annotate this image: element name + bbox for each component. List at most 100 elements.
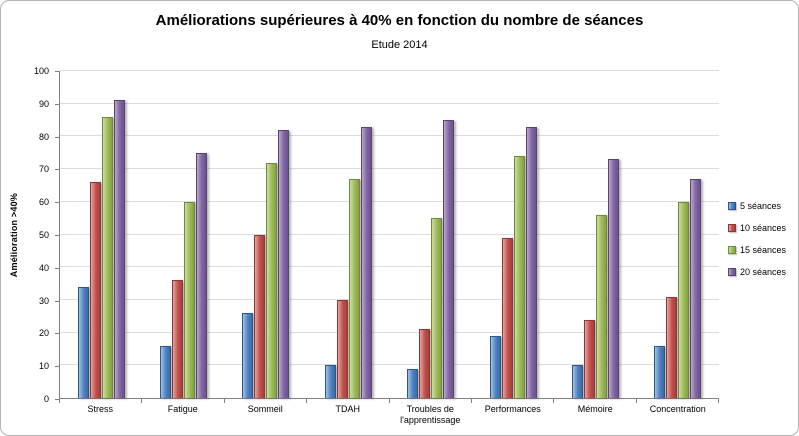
y-tick-label: 60 (38, 197, 49, 208)
legend-swatch (728, 268, 736, 276)
bar (419, 329, 431, 398)
y-axis-tick-mark (55, 103, 60, 105)
legend-item: 10 séances (728, 223, 786, 233)
bar (336, 299, 348, 398)
x-axis-category-labels: Stress Fatigue Sommeil TDAH Troubles de l'ap… (59, 404, 719, 426)
bar (278, 129, 290, 398)
bar (160, 345, 172, 398)
y-tick-label: 0 (43, 394, 49, 404)
bar (184, 201, 196, 398)
x-axis-tick-mark (223, 398, 225, 403)
x-axis-tick-mark (635, 398, 637, 403)
x-category-label: Sommeil (247, 404, 283, 414)
y-axis-title-wrap: Amélioration >40% (9, 71, 19, 399)
legend-item: 5 séances (728, 201, 786, 211)
x-axis-tick-mark (470, 398, 472, 403)
category-group (637, 71, 719, 398)
x-axis-tick-mark (718, 398, 719, 403)
y-tick-label: 50 (38, 230, 49, 240)
legend-swatch (728, 224, 736, 232)
bar-groups (60, 71, 719, 398)
chart-subtitle: Etude 2014 (371, 39, 428, 51)
legend-label: 15 séances (740, 245, 787, 255)
bar (407, 368, 419, 398)
x-category-label: Stress (87, 404, 113, 414)
y-tick-label: 40 (38, 262, 49, 273)
y-tick-label: 80 (38, 131, 49, 142)
y-axis-tick-mark (55, 366, 60, 368)
x-category-label: Fatigue (167, 404, 198, 414)
x-axis-tick-mark (141, 398, 143, 403)
y-axis-tick-mark (55, 169, 60, 171)
x-axis-tick-mark (388, 398, 390, 403)
y-axis-tick-mark (55, 267, 60, 269)
bar (77, 286, 89, 398)
category-group (142, 71, 224, 398)
bar (348, 178, 360, 398)
bar (113, 100, 125, 398)
y-axis-tick-mark (55, 202, 60, 204)
category-group (307, 71, 389, 398)
bar (324, 365, 336, 398)
legend-label: 10 séances (740, 223, 787, 233)
gridline (60, 70, 719, 71)
y-axis-tick-mark (55, 333, 60, 335)
category-group (472, 71, 554, 398)
bar (196, 152, 208, 398)
category-group (60, 71, 142, 398)
x-axis-tick-mark (306, 398, 308, 403)
x-axis-tick-mark (59, 398, 60, 403)
bar (690, 178, 702, 398)
gridline (60, 102, 719, 104)
gridline (60, 168, 719, 170)
y-axis-tick-labels: 0 10 20 30 40 50 60 70 80 90 100 (25, 66, 53, 404)
gridline (60, 233, 719, 235)
bar (431, 218, 443, 398)
bar (254, 234, 266, 398)
bar (501, 237, 513, 398)
bar (525, 126, 537, 398)
y-axis-tick-mark (55, 71, 60, 72)
bar (360, 126, 372, 398)
x-category-label: Troubles de l'apprentissage (400, 404, 461, 425)
bar (489, 335, 501, 398)
legend-item: 20 séances (728, 267, 786, 277)
bar (666, 296, 678, 398)
plot-area (55, 70, 719, 403)
bar (678, 201, 690, 398)
category-group (225, 71, 307, 398)
legend-label: 5 séances (740, 201, 782, 211)
y-axis-tick-mark (55, 136, 60, 138)
bar (513, 156, 525, 398)
chart-title: Améliorations supérieures à 40% en fonct… (155, 12, 644, 29)
gridline (60, 298, 719, 300)
bar (607, 159, 619, 398)
y-tick-label: 20 (38, 328, 49, 339)
x-axis-tick-mark (553, 398, 555, 403)
gridline (60, 135, 719, 137)
x-category-label: Concentration (649, 404, 706, 414)
y-tick-label: 70 (38, 164, 49, 175)
gridline (60, 364, 719, 366)
legend-swatch (728, 246, 736, 254)
y-tick-label: 100 (33, 66, 49, 76)
gridline (60, 266, 719, 268)
bar (101, 116, 113, 398)
y-axis-tick-mark (55, 399, 60, 400)
bar (654, 345, 666, 398)
category-group (390, 71, 472, 398)
bar (443, 120, 455, 398)
y-tick-label: 30 (38, 295, 49, 306)
x-category-label: Mémoire (577, 404, 613, 414)
gridline (60, 200, 719, 202)
y-tick-label: 10 (38, 361, 49, 372)
bar (571, 365, 583, 398)
legend: 5 séances 10 séances 15 séances 20 séances (728, 201, 786, 289)
y-tick-label: 90 (38, 98, 49, 109)
y-axis-tick-mark (55, 235, 60, 236)
category-group (554, 71, 636, 398)
bar (172, 280, 184, 398)
bar (595, 214, 607, 398)
legend-item: 15 séances (728, 245, 786, 255)
